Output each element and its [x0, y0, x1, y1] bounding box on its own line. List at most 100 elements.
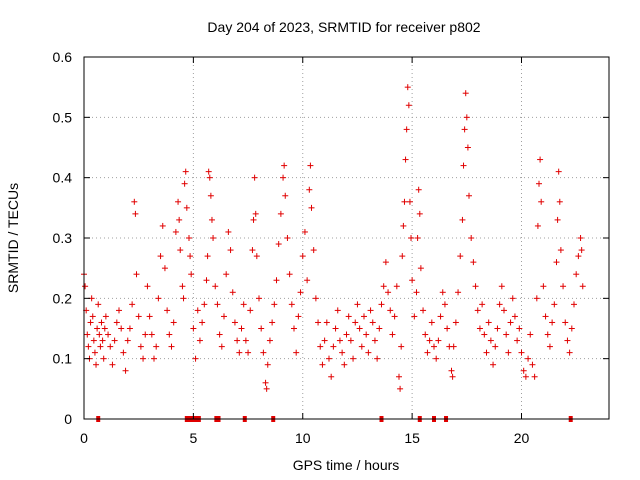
data-point — [448, 367, 455, 374]
data-point — [466, 192, 472, 199]
data-point — [568, 325, 575, 332]
data-point — [566, 349, 573, 356]
data-point — [457, 253, 464, 260]
data-point — [450, 343, 457, 350]
data-point — [258, 325, 265, 332]
data-point — [231, 319, 238, 326]
data-point — [358, 343, 365, 350]
data-point — [356, 325, 363, 332]
data-point — [94, 325, 101, 332]
data-point — [284, 235, 291, 241]
data-point — [245, 349, 252, 356]
data-point — [148, 331, 155, 338]
data-point — [371, 337, 378, 344]
data-point — [527, 331, 534, 338]
data-point — [155, 295, 162, 302]
data-point — [242, 337, 249, 344]
data-point — [218, 343, 225, 350]
data-point — [275, 241, 282, 248]
data-point — [312, 295, 319, 302]
data-point — [203, 277, 210, 284]
data-point — [449, 373, 456, 380]
data-point — [560, 283, 567, 290]
data-point — [507, 319, 514, 326]
data-point — [122, 367, 129, 374]
data-point — [321, 337, 328, 344]
data-point — [389, 331, 396, 338]
data-point — [137, 343, 144, 350]
data-point — [328, 373, 335, 380]
data-point — [179, 283, 186, 290]
data-point — [496, 301, 503, 308]
data-point — [367, 307, 374, 314]
data-point — [249, 247, 256, 254]
data-point — [579, 283, 586, 290]
data-point — [116, 307, 122, 314]
data-point — [537, 156, 544, 163]
data-point — [107, 343, 114, 350]
data-point — [332, 325, 339, 332]
data-point — [166, 331, 173, 338]
data-point — [562, 319, 569, 326]
data-point — [187, 253, 194, 260]
data-point — [175, 198, 182, 205]
data-point — [100, 355, 107, 362]
data-point — [415, 186, 422, 193]
data-point — [564, 337, 571, 344]
data-point — [540, 283, 547, 290]
data-point — [452, 319, 459, 326]
data-point — [170, 319, 177, 326]
data-point — [281, 162, 288, 169]
data-point — [525, 355, 532, 362]
data-point — [431, 343, 437, 350]
data-point — [555, 168, 562, 175]
data-point — [96, 331, 103, 338]
data-point — [102, 313, 109, 320]
data-point — [409, 277, 416, 284]
y-tick-label: 0.3 — [53, 230, 73, 246]
data-point — [161, 265, 168, 272]
data-point — [263, 385, 270, 392]
data-point — [470, 259, 477, 266]
data-point — [554, 216, 561, 223]
data-point — [157, 253, 164, 260]
data-point — [474, 307, 481, 314]
data-point — [317, 343, 324, 350]
data-point — [98, 319, 105, 326]
data-point — [336, 337, 343, 344]
data-point — [310, 247, 317, 254]
data-point — [556, 198, 563, 205]
data-point — [399, 253, 406, 260]
data-point — [481, 331, 488, 338]
data-point — [297, 289, 304, 296]
data-point — [91, 349, 98, 356]
data-point — [498, 283, 505, 290]
data-point — [464, 144, 471, 151]
data-point — [396, 373, 402, 380]
data-point — [101, 325, 108, 332]
data-point — [95, 301, 102, 308]
data-point — [428, 319, 435, 326]
data-point — [205, 168, 212, 175]
data-point — [413, 289, 420, 296]
data-point — [573, 271, 580, 278]
data-point — [89, 313, 96, 320]
data-point — [385, 289, 392, 296]
data-point — [330, 343, 337, 350]
data-point — [402, 156, 409, 163]
data-point — [256, 295, 262, 302]
data-point — [273, 277, 280, 284]
data-point — [271, 301, 278, 308]
x-tick-label: 10 — [295, 430, 311, 446]
data-point — [97, 343, 104, 350]
data-point — [459, 216, 466, 223]
data-point — [511, 313, 518, 320]
data-point — [494, 325, 501, 332]
data-point — [126, 325, 133, 332]
data-point — [485, 319, 492, 326]
data-point — [518, 349, 525, 356]
data-point — [214, 301, 221, 308]
data-point — [441, 301, 448, 308]
data-point — [369, 319, 376, 326]
data-point — [411, 313, 418, 320]
